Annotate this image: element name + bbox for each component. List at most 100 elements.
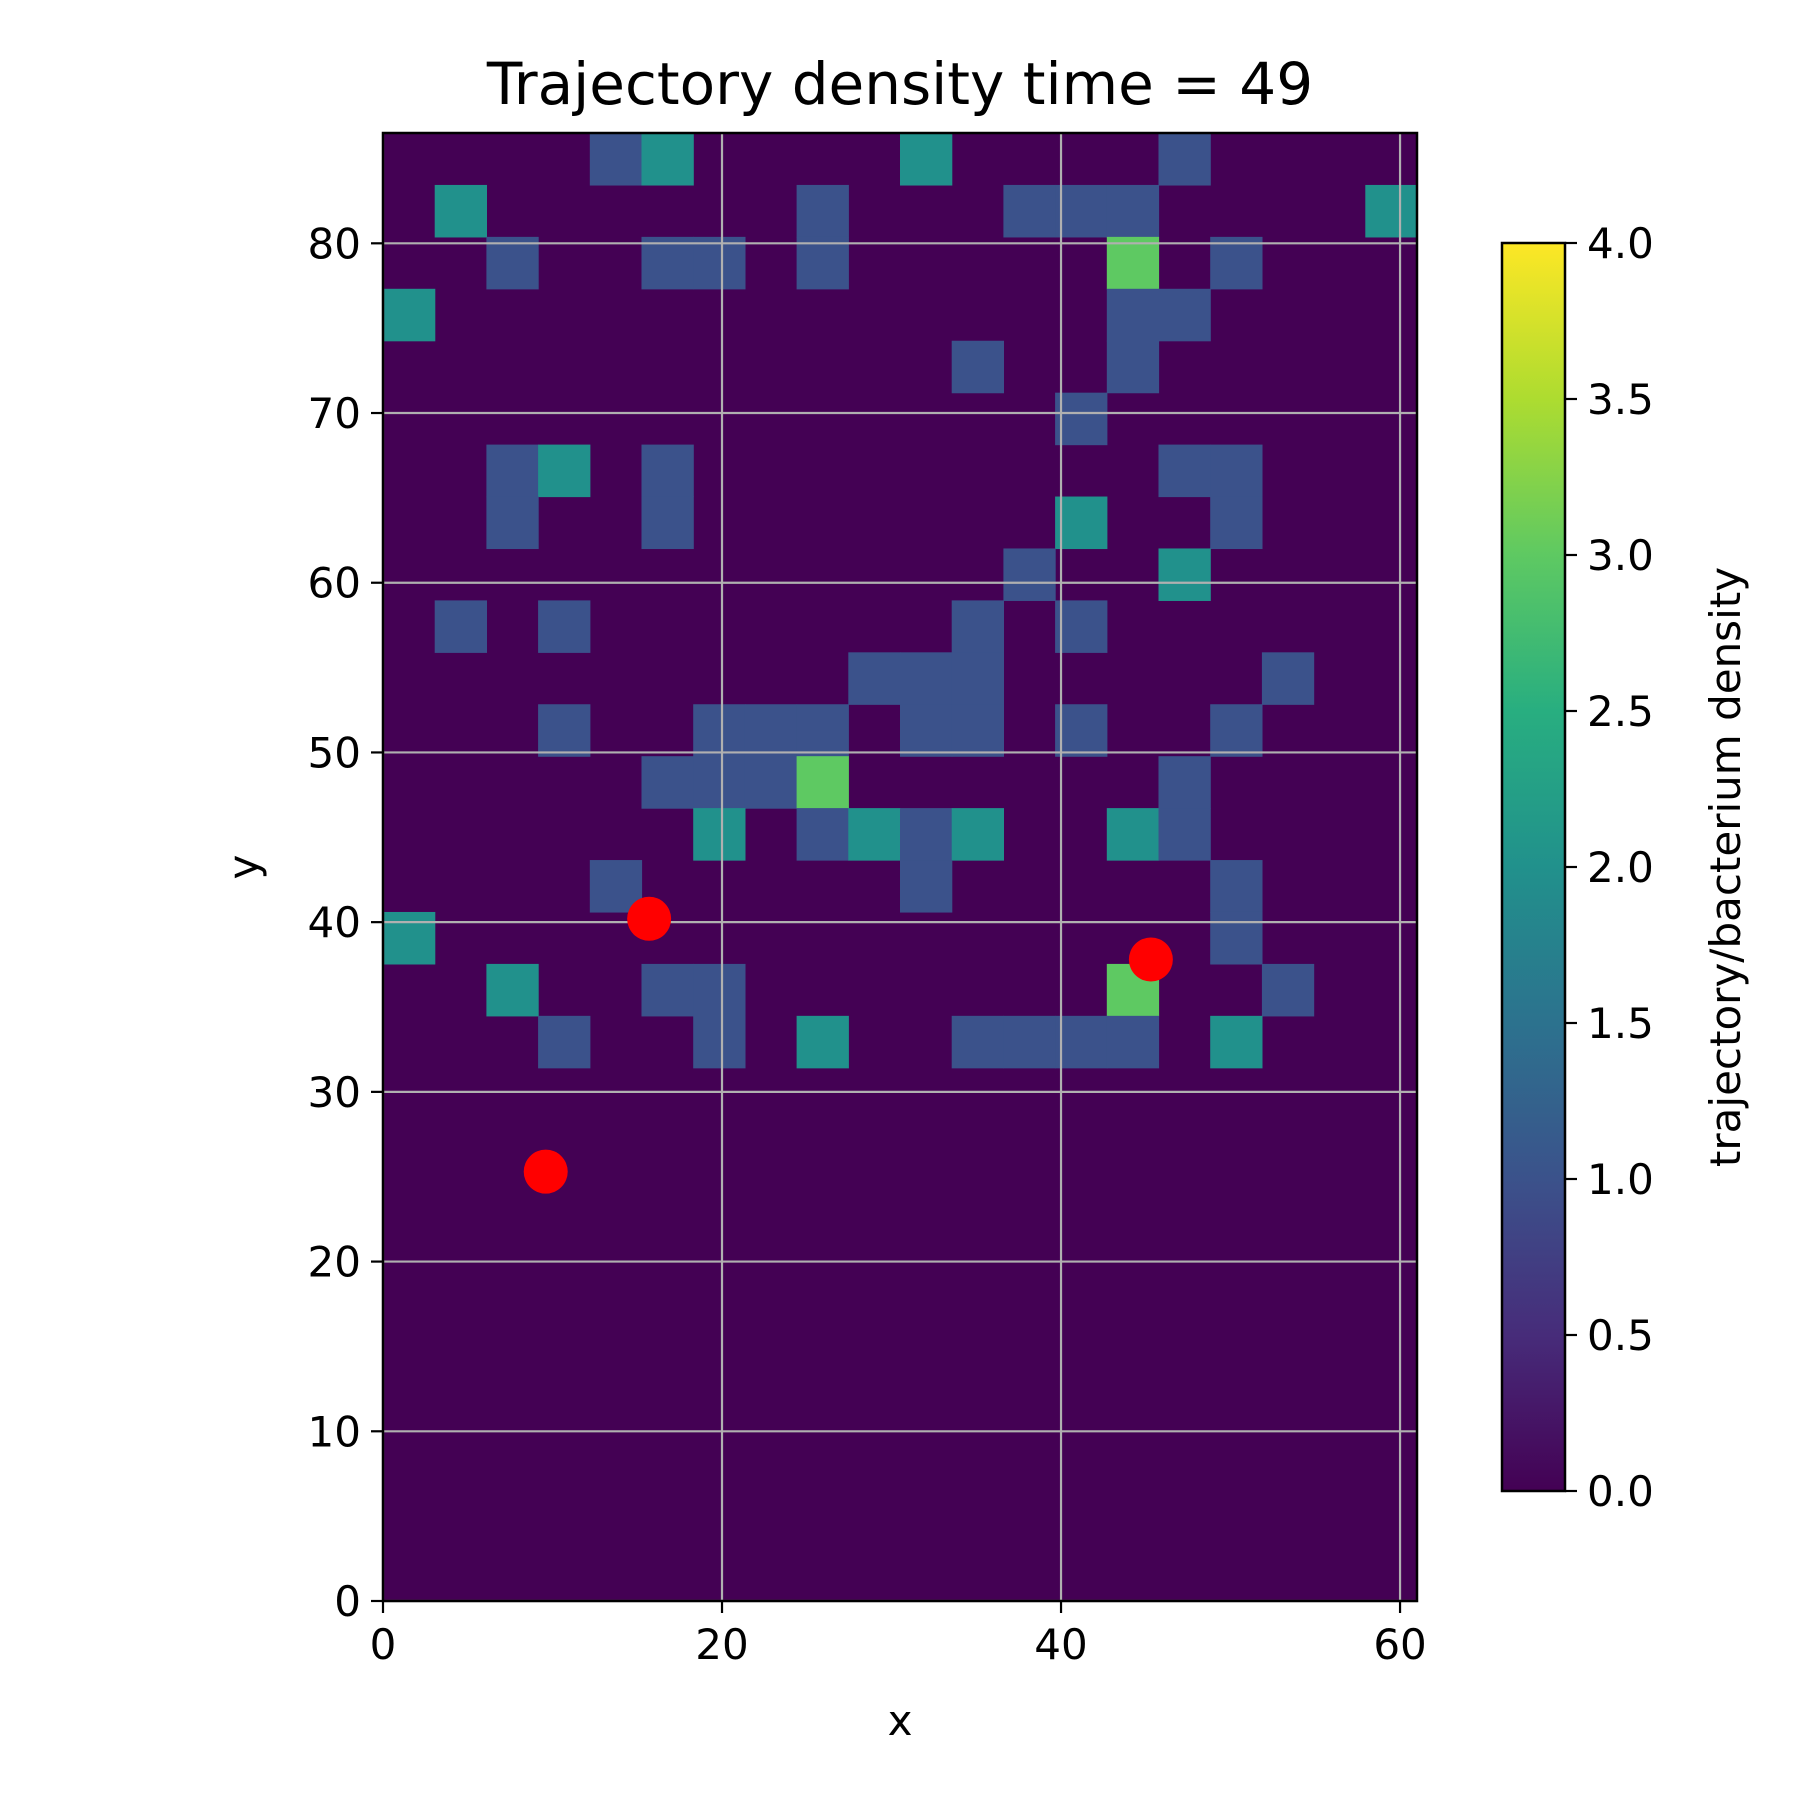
y-tick-label: 30: [308, 1068, 361, 1117]
heatmap-cell: [486, 236, 539, 290]
heatmap-cell: [1158, 756, 1211, 809]
heatmap-cell: [641, 236, 694, 290]
heatmap-cell: [900, 652, 953, 705]
heatmap-cell: [900, 133, 953, 186]
red-point: [1128, 937, 1173, 982]
heatmap-cell: [1106, 236, 1160, 290]
x-axis: 0 20 40 60: [370, 1601, 1427, 1669]
x-tick-label: 20: [695, 1620, 748, 1669]
plot-area: [381, 131, 1419, 1603]
heatmap-cell: [693, 236, 746, 290]
heatmap-cell: [641, 756, 694, 809]
heatmap-cell: [744, 704, 798, 757]
heatmap-cell: [1210, 236, 1263, 290]
heatmap-cell: [589, 133, 643, 186]
x-tick-label: 40: [1034, 1620, 1087, 1669]
heatmap-cell: [1003, 184, 1056, 238]
heatmap-cell: [796, 756, 849, 809]
chart-title: Trajectory density time = 49: [486, 50, 1313, 118]
heatmap-cell: [1106, 184, 1160, 238]
heatmap-cell: [1055, 184, 1108, 238]
heatmap-cell: [951, 340, 1004, 394]
heatmap-cell: [1210, 496, 1263, 550]
heatmap-cell: [848, 652, 901, 705]
heatmap-cell: [1158, 288, 1211, 342]
heatmap-cell: [951, 600, 1004, 653]
y-tick-label: 20: [308, 1238, 361, 1287]
heatmap-cell: [1106, 288, 1160, 342]
colorbar-tick-label: 3.0: [1587, 531, 1654, 580]
colorbar: 0.0 0.5 1.0 1.5 2.0 2.5 3.0 3.5 4.0 trajectory/b…: [1500, 219, 1750, 1516]
heatmap-cell: [1210, 444, 1263, 498]
heatmap-cell: [1210, 860, 1263, 913]
heatmap-cell: [1003, 1015, 1056, 1069]
heatmap-cell: [693, 963, 746, 1017]
heatmap-cell: [693, 704, 746, 757]
red-points: [523, 896, 1173, 1194]
heatmap-cell: [693, 756, 746, 809]
heatmap-cell: [1210, 1015, 1263, 1069]
y-axis-label: y: [219, 855, 268, 880]
heatmap-cell: [1106, 808, 1160, 861]
colorbar-tick-label: 0.0: [1587, 1467, 1654, 1516]
heatmap-cell: [1106, 340, 1160, 394]
heatmap-cell: [848, 808, 901, 861]
heatmap-cell: [434, 184, 487, 238]
colorbar-tick-label: 2.0: [1587, 843, 1654, 892]
x-tick-label: 60: [1373, 1620, 1426, 1669]
heatmap-cell: [951, 652, 1004, 705]
heatmap-cell: [486, 963, 539, 1017]
heatmap-cell: [641, 444, 694, 498]
heatmap-cell: [900, 704, 953, 757]
y-tick-label: 50: [308, 728, 361, 777]
heatmap-cell: [1055, 600, 1108, 653]
heatmap-cell: [383, 911, 436, 965]
colorbar-tick-label: 1.0: [1587, 1155, 1654, 1204]
plot-frame: [381, 131, 1419, 1603]
colorbar-tick-label: 0.5: [1587, 1311, 1654, 1360]
heatmap-cell: [383, 288, 436, 342]
heatmap-cell: [486, 444, 539, 498]
red-point: [523, 1149, 568, 1194]
colorbar-tick-label: 3.5: [1587, 375, 1654, 424]
heatmap-cell: [744, 756, 798, 809]
heatmap-cell: [1055, 704, 1108, 757]
heatmap-cell: [486, 496, 539, 550]
colorbar-tick-label: 2.5: [1587, 687, 1654, 736]
heatmap-cell: [796, 1015, 849, 1069]
heatmap-cell: [1158, 133, 1211, 186]
heatmap-cells: [383, 133, 1418, 1069]
heatmap-cell: [796, 184, 849, 238]
y-tick-label: 40: [308, 898, 361, 947]
heatmap-cell: [434, 600, 487, 653]
heatmap-cell: [900, 860, 953, 913]
x-tick-label: 0: [370, 1620, 397, 1669]
y-axis: 0 10 20 30 40 50 60 70 80: [308, 219, 383, 1626]
heatmap-cell: [796, 808, 849, 861]
heatmap-cell: [693, 1015, 746, 1069]
colorbar-gradient: [1500, 241, 1567, 1493]
colorbar-tick-label: 4.0: [1587, 219, 1654, 268]
y-tick-label: 70: [308, 389, 361, 438]
colorbar-label: trajectory/bacterium density: [1701, 567, 1750, 1167]
y-tick-label: 10: [308, 1407, 361, 1456]
heatmap-cell: [1261, 963, 1315, 1017]
heatmap-cell: [1106, 1015, 1160, 1069]
heatmap-cell: [538, 1015, 591, 1069]
heatmap-cell: [641, 963, 694, 1017]
heatmap-cell: [900, 808, 953, 861]
heatmap-cell: [538, 600, 591, 653]
heatmap-cell: [1210, 704, 1263, 757]
y-tick-label: 80: [308, 219, 361, 268]
heatmap-cell: [1003, 548, 1056, 601]
heatmap-cell: [1055, 496, 1108, 550]
heatmap-cell: [538, 444, 591, 498]
heatmap-cell: [538, 704, 591, 757]
x-axis-label: x: [888, 1696, 913, 1745]
heatmap-cell: [796, 236, 849, 290]
heatmap-cell: [1261, 652, 1315, 705]
heatmap-cell: [1055, 1015, 1108, 1069]
y-tick-label: 0: [334, 1577, 361, 1626]
heatmap-cell: [641, 133, 694, 186]
